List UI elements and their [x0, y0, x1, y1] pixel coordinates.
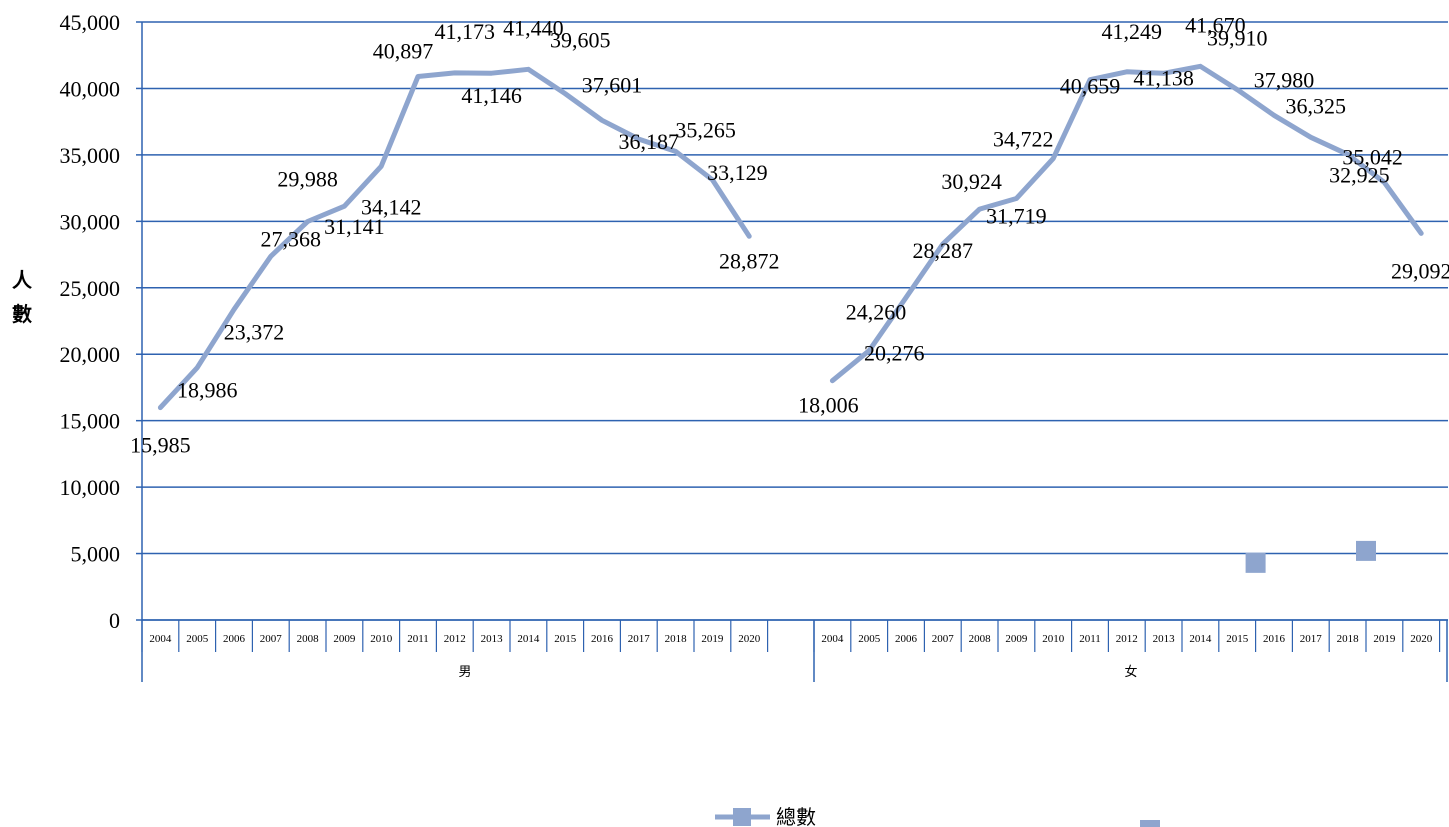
x-tick-label: 2004 [149, 633, 172, 645]
data-label: 34,142 [361, 194, 422, 219]
x-tick-label: 2020 [738, 633, 761, 645]
data-label: 39,910 [1207, 26, 1268, 51]
x-tick-label: 2008 [969, 633, 992, 645]
x-tick-label: 2013 [1153, 633, 1176, 645]
data-label: 41,249 [1102, 19, 1163, 44]
legend-marker [733, 808, 751, 826]
grid-lines [142, 21, 1448, 621]
data-label: 36,187 [619, 129, 680, 154]
square-marker [1356, 540, 1376, 561]
x-tick-label: 2012 [1116, 633, 1138, 645]
data-label: 27,368 [261, 226, 322, 251]
legend-label: 總數 [776, 806, 816, 827]
x-tick-label: 2007 [260, 633, 283, 645]
data-label: 29,092 [1391, 258, 1449, 283]
y-tick-label: 40,000 [60, 76, 121, 101]
x-tick-label: 2014 [517, 633, 540, 645]
y-tick-label: 45,000 [60, 10, 121, 35]
legend: 總數 [715, 806, 1160, 827]
series-line-男 [157, 66, 752, 411]
x-tick-label: 2005 [858, 633, 881, 645]
x-tick-label: 2017 [1300, 633, 1323, 645]
data-label: 35,265 [675, 117, 736, 142]
x-tick-label: 2018 [665, 633, 688, 645]
data-label: 41,670 [1185, 12, 1246, 37]
x-group-label: 男 [458, 664, 471, 679]
data-label: 41,173 [435, 19, 496, 44]
data-label: 32,925 [1329, 162, 1390, 187]
data-label: 35,042 [1342, 144, 1403, 169]
y-tick-label: 15,000 [60, 409, 121, 434]
data-label: 24,260 [846, 300, 907, 325]
y-tick-label: 25,000 [60, 276, 121, 301]
x-tick-label: 2006 [895, 633, 918, 645]
y-tick-label: 5,000 [71, 542, 121, 567]
x-tick-label: 2011 [1079, 633, 1101, 645]
x-tick-label: 2009 [1005, 633, 1028, 645]
x-tick-labels: 2004 2005 2006 2007 2008 2009 2010 2011 2012 2013… [149, 633, 1432, 679]
y-tick-label: 30,000 [60, 209, 121, 234]
y-tick-label: 35,000 [60, 143, 121, 168]
data-label: 34,722 [993, 127, 1054, 152]
data-label: 18,986 [177, 378, 238, 403]
data-labels: 15,985 18,986 23,372 27,368 29,988 31,14134,1… [130, 12, 1449, 457]
data-label: 28,872 [719, 248, 780, 273]
data-label: 28,287 [913, 238, 974, 263]
x-tick-label: 2005 [186, 633, 209, 645]
x-group-label: 女 [1124, 664, 1137, 679]
x-tick-label: 2008 [297, 633, 320, 645]
x-tick-label: 2016 [591, 633, 614, 645]
x-tick-label: 2015 [1226, 633, 1249, 645]
series-lines [157, 63, 1424, 411]
data-label: 41,138 [1133, 65, 1194, 90]
y-tick-label: 0 [109, 608, 120, 633]
data-label: 20,276 [864, 341, 925, 366]
series-line-女 [829, 63, 1424, 384]
x-tick-label: 2011 [407, 633, 429, 645]
data-label: 39,605 [550, 28, 611, 53]
y-tick-label: 10,000 [60, 475, 121, 500]
x-tick-label: 2012 [444, 633, 466, 645]
x-tick-label: 2018 [1337, 633, 1360, 645]
x-tick-label: 2007 [932, 633, 955, 645]
extra-markers [1245, 540, 1376, 573]
data-label: 23,372 [224, 319, 285, 344]
data-label: 30,924 [941, 169, 1002, 194]
data-label: 31,719 [986, 203, 1047, 228]
x-tick-label: 2004 [821, 633, 844, 645]
x-tick-label: 2006 [223, 633, 246, 645]
y-axis-label-2: 數 [12, 303, 32, 326]
x-tick-label: 2014 [1189, 633, 1212, 645]
data-label: 15,985 [130, 433, 191, 458]
x-tick-label: 2020 [1410, 633, 1433, 645]
data-label: 29,988 [277, 166, 338, 191]
x-tick-label: 2016 [1263, 633, 1286, 645]
axes: 0 5,000 10,000 15,000 20,000 25,000 30,000 35,0… [60, 10, 1448, 682]
data-label: 37,980 [1254, 67, 1315, 92]
x-tick-label: 2009 [333, 633, 356, 645]
x-tick-label: 2015 [554, 633, 577, 645]
square-marker [1245, 552, 1266, 573]
x-tick-label: 2013 [481, 633, 504, 645]
data-label: 40,659 [1060, 74, 1121, 99]
data-label: 40,897 [373, 39, 434, 64]
data-label: 41,146 [461, 83, 522, 108]
x-tick-label: 2010 [1042, 633, 1065, 645]
data-label: 37,601 [582, 72, 643, 97]
y-axis-label: 人 [12, 269, 33, 292]
data-label: 18,006 [798, 393, 859, 418]
legend-marker-2 [1140, 820, 1160, 827]
x-tick-label: 2019 [701, 633, 724, 645]
data-label: 33,129 [707, 160, 768, 185]
x-tick-label: 2010 [370, 633, 393, 645]
data-label: 31,141 [324, 214, 385, 239]
x-tick-label: 2017 [628, 633, 651, 645]
data-label: 36,325 [1286, 93, 1347, 118]
x-tick-label: 2019 [1373, 633, 1396, 645]
y-tick-label: 20,000 [60, 342, 121, 367]
data-label: 41,440 [503, 15, 564, 40]
